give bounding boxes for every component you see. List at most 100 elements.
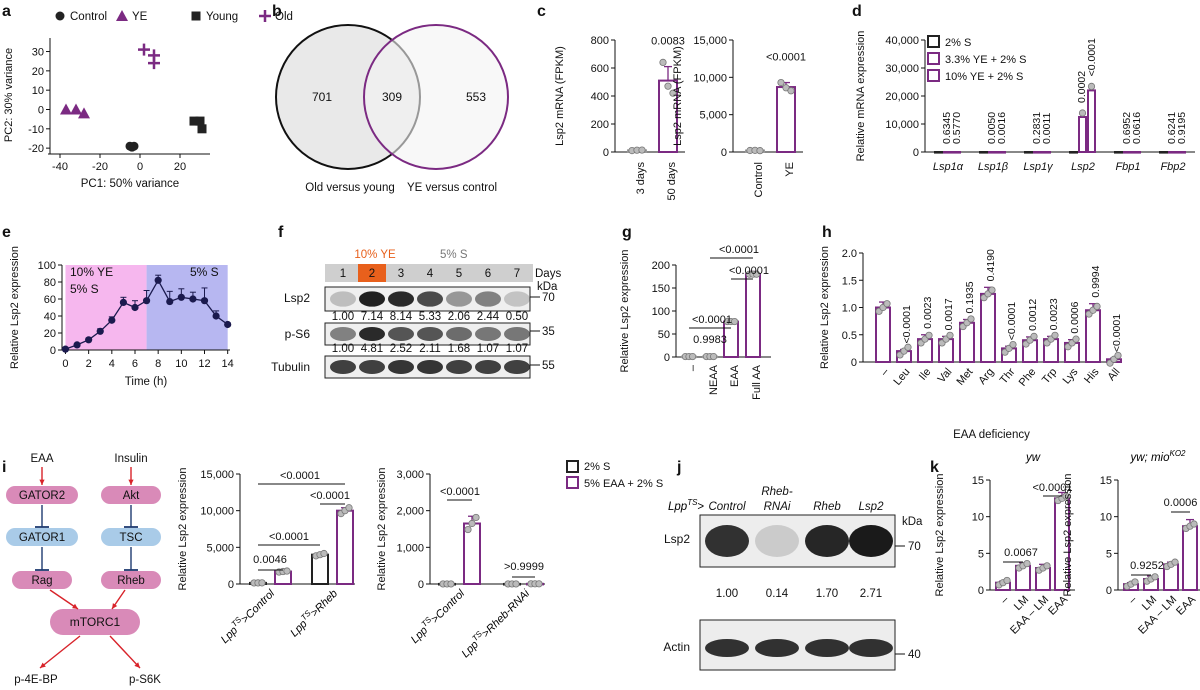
f-ps6-band xyxy=(330,326,356,342)
e-point xyxy=(131,303,139,312)
d-bar xyxy=(943,150,952,154)
d-xtick-label: Fbp2 xyxy=(1160,161,1185,173)
d-legend-swatch xyxy=(927,35,940,48)
f-tubulin-band xyxy=(330,359,356,375)
j-kda: kDa xyxy=(902,516,923,528)
panel-letter-k: k xyxy=(930,459,939,476)
i-node-rag xyxy=(12,571,72,589)
h-ytick-label: 0 xyxy=(851,357,857,369)
a-xlabel: PC1: 50% variance xyxy=(81,178,179,190)
e-point xyxy=(177,293,185,301)
f-row-label: Tubulin xyxy=(271,360,310,374)
e-xtick-label: 8 xyxy=(155,358,161,370)
e-xtick-label: 10 xyxy=(175,358,187,370)
d-bar xyxy=(1168,150,1177,154)
f-quant-ps6: 1.07 xyxy=(477,343,499,355)
h-ytick-label: 2.0 xyxy=(842,248,857,260)
panel-letter-j: j xyxy=(676,459,681,476)
k2-pvalue: 0.0006 xyxy=(1164,497,1198,509)
i2-point xyxy=(447,580,455,588)
k2-ylabel: Relative Lsp2 expression xyxy=(1062,474,1074,597)
c2-ytick-label: 15,000 xyxy=(693,35,727,47)
i1-ytick-label: 15,000 xyxy=(200,469,234,481)
c1-ylabel: Lsp2 mRNA (FPKM) xyxy=(554,46,566,146)
h-point xyxy=(904,343,912,351)
d-bar xyxy=(1069,150,1078,154)
f-day-label: 4 xyxy=(427,268,434,280)
f-ps6-band xyxy=(504,326,530,342)
k2-ytick-label: 5 xyxy=(1106,548,1112,560)
i1-pvalue: <0.0001 xyxy=(310,490,350,502)
e-point xyxy=(200,297,209,305)
h-xtick-label: Thr xyxy=(998,366,1018,387)
e-point xyxy=(154,276,162,284)
i-arrow-head xyxy=(112,603,118,609)
d-ytick-label: 30,000 xyxy=(885,63,919,75)
f-quant-ps6: 4.81 xyxy=(361,343,383,355)
a-xtick-label: 20 xyxy=(174,161,186,173)
a-legend-marker xyxy=(191,11,201,21)
g-bar xyxy=(745,273,761,359)
h-ytick-label: 0.5 xyxy=(842,330,857,342)
j-row-label: Actin xyxy=(663,640,690,654)
j-actin-band xyxy=(805,639,849,657)
i2-ytick-label: 1,000 xyxy=(396,542,424,554)
g-point xyxy=(730,317,739,326)
i-node-rheb-label: Rheb xyxy=(117,575,145,587)
f-quant-lsp2: 7.14 xyxy=(361,311,384,323)
h-xtick-label: Met xyxy=(955,366,976,388)
d-pvalue: 0.2831 xyxy=(1031,112,1043,144)
i-arrow-head xyxy=(39,479,45,485)
i-arrow xyxy=(109,635,141,669)
h-pvalue: <0.0001 xyxy=(1006,302,1018,340)
k1-ytick-label: 15 xyxy=(972,475,984,487)
j-lsp2-band xyxy=(705,525,749,557)
i2-legend-swatch xyxy=(566,460,579,473)
a-ytick-label: -10 xyxy=(28,124,44,136)
i1-xtick-label: LppTS>Rheb xyxy=(286,586,340,640)
d-xtick-label: Lsp2 xyxy=(1071,161,1095,173)
e-ytick-label: 80 xyxy=(44,277,56,289)
h-xtick-label: Val xyxy=(936,366,955,385)
a-point-ye xyxy=(70,103,82,115)
e-region1-label: 10% YE xyxy=(70,265,113,279)
i-arrow-head xyxy=(40,662,46,668)
j-lsp2-band xyxy=(805,525,849,557)
j-lane-label: Rheb- xyxy=(761,486,792,498)
b-count-left: 701 xyxy=(312,90,332,104)
h-pvalue: 0.0023 xyxy=(1048,298,1060,330)
h-pvalue: 0.0006 xyxy=(1069,301,1081,333)
j-lane-label: Lsp2 xyxy=(859,501,885,513)
h-xtick-label: Ile xyxy=(917,366,934,383)
g-ylabel: Relative Lsp2 expression xyxy=(619,250,631,373)
panel-letter-i: i xyxy=(2,459,6,476)
d-pvalue: 0.0016 xyxy=(996,112,1008,144)
d-bar xyxy=(952,150,961,154)
h-xtick-label: Trp xyxy=(1040,366,1060,386)
i1-point xyxy=(258,579,266,587)
f-lsp2-band xyxy=(417,291,443,307)
h-point xyxy=(1114,351,1122,360)
i2-legend-label: 5% EAA + 2% S xyxy=(584,478,663,490)
a-ytick-label: 10 xyxy=(32,85,44,97)
c1-ytick-label: 400 xyxy=(591,91,609,103)
a-point-young xyxy=(195,116,205,126)
i-node-mtorc1 xyxy=(50,609,140,635)
h-pvalue: 0.0012 xyxy=(1027,299,1039,331)
e-point xyxy=(85,336,93,344)
d-bar xyxy=(1123,150,1132,154)
a-ylabel: PC2: 30% variance xyxy=(3,48,15,142)
g-point xyxy=(709,352,718,361)
i1-ytick-label: 0 xyxy=(228,579,234,591)
e-ytick-label: 60 xyxy=(44,294,56,306)
i2-pvalue: >0.9999 xyxy=(504,561,544,573)
f-quant-lsp2: 0.50 xyxy=(506,311,528,323)
i1-bar xyxy=(336,509,354,585)
c2-bar xyxy=(776,86,796,153)
e-ytick-label: 40 xyxy=(44,311,56,323)
i-arrow-head xyxy=(128,479,134,485)
d-point xyxy=(1078,109,1087,117)
d-pvalue: 0.0011 xyxy=(1041,113,1053,144)
i1-point xyxy=(345,504,353,512)
e-xtick-label: 12 xyxy=(198,358,210,370)
